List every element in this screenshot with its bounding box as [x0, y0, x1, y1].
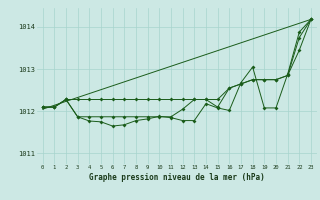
- X-axis label: Graphe pression niveau de la mer (hPa): Graphe pression niveau de la mer (hPa): [89, 173, 265, 182]
